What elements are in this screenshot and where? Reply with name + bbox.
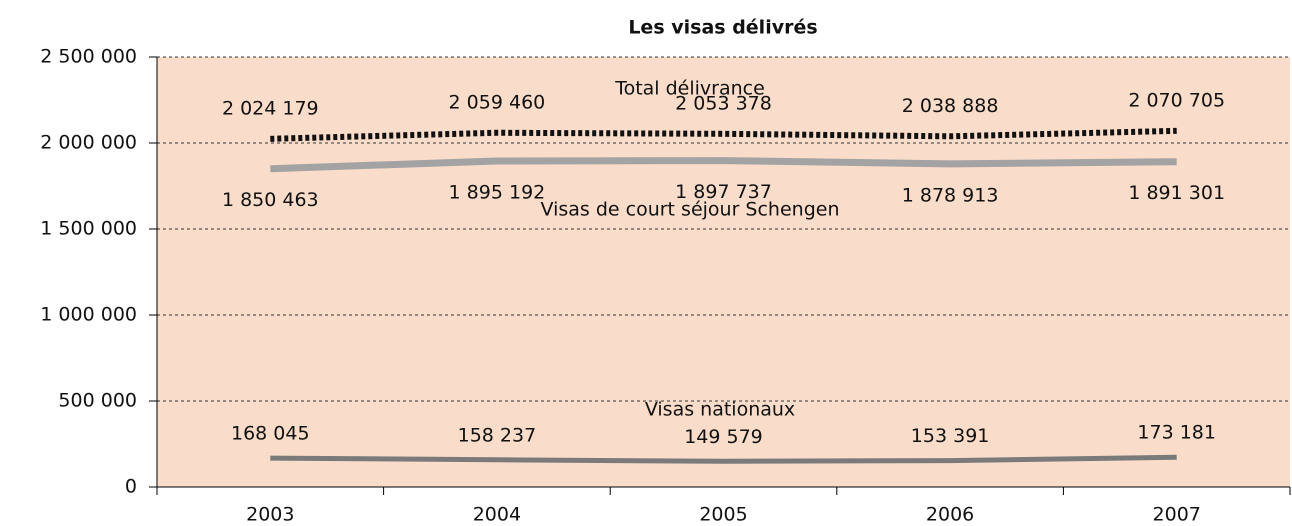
x-tick-label: 2005 [699,504,747,526]
x-tick-label: 2003 [246,504,294,526]
series-line [270,157,1177,173]
y-tick-label: 500 000 [58,390,137,412]
data-label: 1 895 192 [449,182,546,204]
series-name: Visas de court séjour Schengen [541,199,840,221]
data-label: 149 579 [684,426,763,448]
y-tick-label: 0 [125,476,137,498]
y-tick-label: 2 000 000 [40,132,137,154]
data-label: 1 878 913 [902,184,999,206]
x-tick-label: 2006 [926,504,974,526]
series-name: Total délivrance [614,78,765,100]
data-label: 2 053 378 [675,92,772,114]
chart-title: Les visas délivrés [628,17,817,39]
y-tick-label: 2 500 000 [40,46,137,68]
data-label: 1 850 463 [222,189,319,211]
data-label: 2 038 888 [902,95,999,117]
data-label: 173 181 [1137,422,1216,444]
data-label: 153 391 [911,425,990,447]
data-label: 2 024 179 [222,97,319,119]
plot-background [157,57,1290,487]
y-tick-label: 1 500 000 [40,218,137,240]
data-label: 1 891 301 [1128,182,1225,204]
data-label: 2 070 705 [1128,89,1225,111]
data-label: 1 897 737 [675,181,772,203]
data-label: 168 045 [231,423,310,445]
data-label: 2 059 460 [449,91,546,113]
data-label: 158 237 [458,424,537,446]
x-tick-label: 2007 [1153,504,1201,526]
series-line [270,454,1177,464]
y-tick-label: 1 000 000 [40,304,137,326]
x-tick-label: 2004 [473,504,521,526]
series-name: Visas nationaux [645,399,795,421]
